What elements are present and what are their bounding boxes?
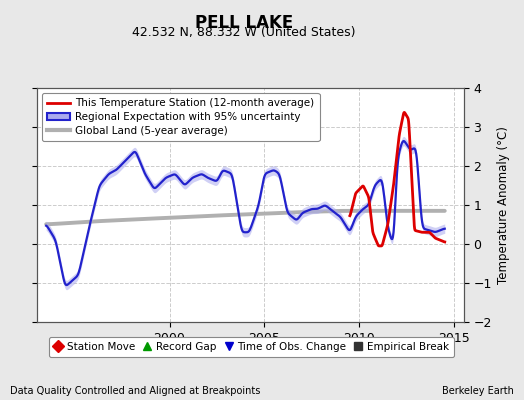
Text: Data Quality Controlled and Aligned at Breakpoints: Data Quality Controlled and Aligned at B… (10, 386, 261, 396)
Text: 42.532 N, 88.332 W (United States): 42.532 N, 88.332 W (United States) (132, 26, 355, 39)
Y-axis label: Temperature Anomaly (°C): Temperature Anomaly (°C) (497, 126, 510, 284)
Text: PELL LAKE: PELL LAKE (194, 14, 293, 32)
Legend: Station Move, Record Gap, Time of Obs. Change, Empirical Break: Station Move, Record Gap, Time of Obs. C… (49, 337, 454, 357)
Legend: This Temperature Station (12-month average), Regional Expectation with 95% uncer: This Temperature Station (12-month avera… (42, 93, 320, 141)
Text: Berkeley Earth: Berkeley Earth (442, 386, 514, 396)
